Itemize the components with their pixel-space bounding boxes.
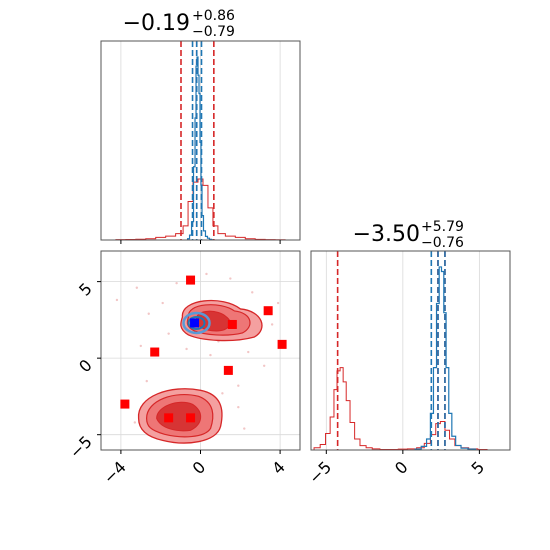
contour-red-lower-inner (156, 401, 202, 432)
histogram-param2-content (313, 251, 488, 450)
red-square-point (150, 347, 160, 357)
background-sample (251, 291, 254, 294)
x-tick-label: 0 (189, 457, 210, 478)
x-tick-labels-param1: −4 0 4 (100, 457, 289, 487)
red-square-point (277, 339, 287, 349)
red-square-point (223, 365, 233, 375)
background-sample (262, 364, 266, 368)
background-sample (243, 427, 246, 430)
panel-background (311, 251, 510, 450)
contour-blue-outer (182, 311, 211, 335)
contour-blue-inner (187, 315, 206, 330)
x-tick-label: 4 (268, 457, 289, 478)
joint-scatter-panel (97, 250, 301, 454)
red-square-point (120, 399, 130, 409)
y-tick-label: −5 (66, 432, 96, 462)
x-tick-label: −4 (100, 457, 130, 487)
red-square-point (186, 413, 196, 423)
background-sample (139, 344, 142, 348)
background-sample (147, 312, 150, 315)
background-sample (133, 421, 137, 424)
red-square-point (186, 275, 196, 285)
title-param2: −3.50 +5.79 −0.76 (353, 219, 464, 251)
histogram-param2-blue (414, 266, 477, 450)
x-tick-labels-param2: −5 0 5 (305, 457, 488, 487)
blue-square-point (190, 318, 200, 328)
x-tick-label: −5 (305, 457, 335, 487)
background-sample (270, 323, 274, 326)
background-sample (237, 405, 240, 409)
title-param1-value: −0.19 (123, 11, 190, 36)
histogram-param1-panel (100, 40, 301, 244)
background-sample (237, 384, 240, 387)
background-sample (247, 350, 250, 354)
y-tick-label: 0 (75, 356, 96, 377)
y-tick-label: 5 (75, 279, 96, 300)
x-tick-label: 0 (391, 457, 412, 478)
background-sample (229, 277, 232, 280)
histogram-param1-content (115, 41, 286, 240)
panel-frame (310, 250, 511, 451)
title-param2-plus: +5.79 (421, 219, 464, 235)
y-tick-labels-param2: −5 0 5 (66, 279, 96, 462)
red-square-point (263, 306, 273, 316)
histogram-param2-panel (310, 250, 511, 454)
background-sample (221, 392, 224, 395)
background-sample (175, 281, 178, 285)
joint-scatter-content (115, 272, 287, 444)
background-sample (145, 379, 148, 383)
background-sample (135, 286, 139, 289)
background-sample (205, 272, 208, 276)
background-sample (115, 298, 119, 302)
title-param2-minus: −0.76 (421, 235, 464, 251)
histogram-param2-red (313, 367, 488, 450)
background-sample (167, 332, 170, 335)
red-square-point (164, 413, 174, 423)
background-sample (185, 347, 188, 351)
title-param1-minus: −0.79 (192, 24, 235, 40)
x-tick-label: 5 (468, 457, 489, 478)
title-param1-plus: +0.86 (192, 8, 235, 24)
background-sample (209, 353, 212, 357)
background-sample (161, 301, 164, 305)
title-param2-value: −3.50 (353, 222, 420, 247)
background-sample (276, 301, 280, 305)
title-param1: −0.19 +0.86 −0.79 (123, 8, 235, 40)
red-square-point (227, 319, 237, 329)
